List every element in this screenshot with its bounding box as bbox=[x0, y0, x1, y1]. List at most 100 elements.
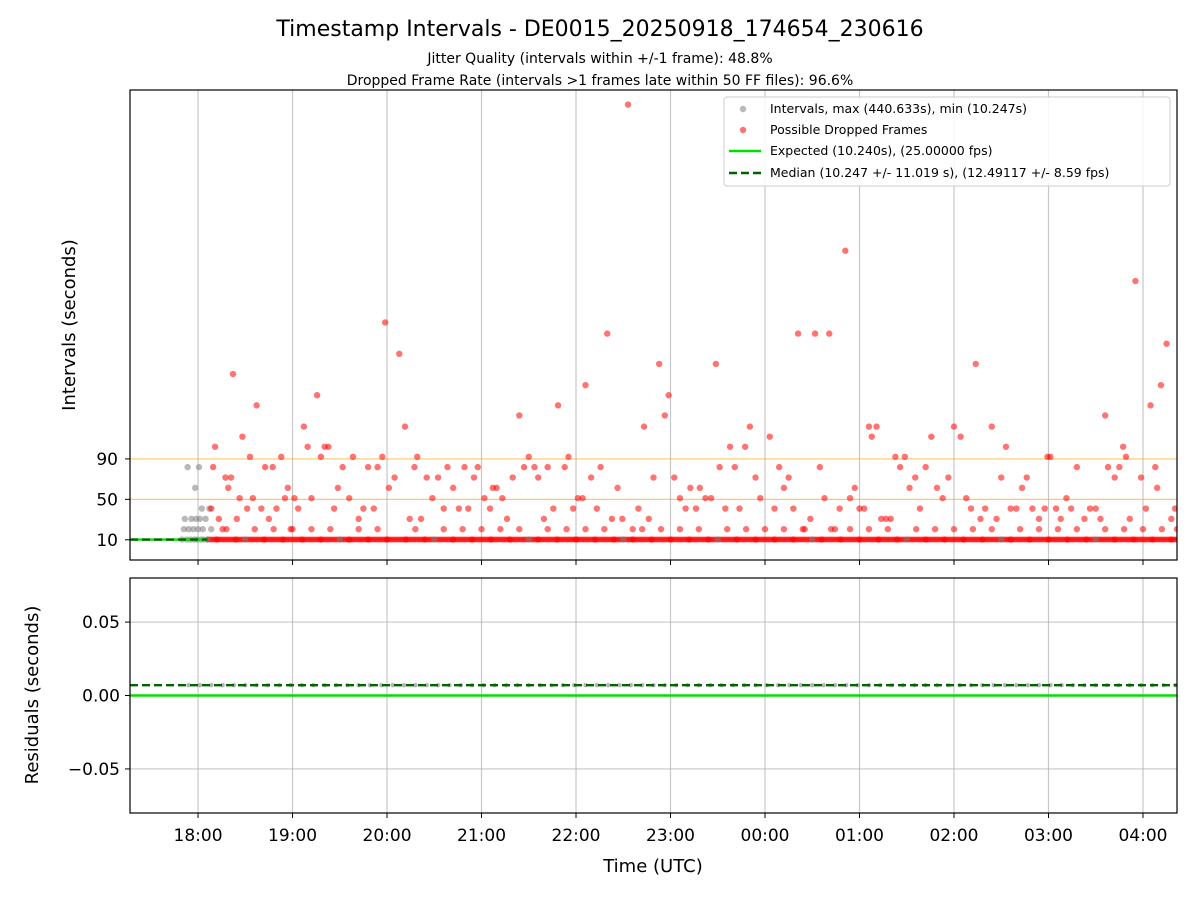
top-y-tick-label: 10 bbox=[96, 531, 118, 551]
dropped-frame-point bbox=[807, 515, 814, 523]
dropped-frame-point bbox=[757, 494, 764, 502]
dropped-frame-point bbox=[629, 536, 636, 543]
dropped-frame-point bbox=[686, 536, 693, 543]
top-y-axis-label: Intervals (seconds) bbox=[59, 239, 80, 411]
dropped-frame-point bbox=[1111, 474, 1118, 481]
residual-point bbox=[209, 683, 214, 688]
dropped-frame-point bbox=[1023, 474, 1030, 481]
dropped-frame-point bbox=[317, 536, 325, 543]
dropped-frame-point bbox=[892, 453, 899, 461]
dropped-frame-point bbox=[449, 536, 457, 543]
x-tick-label: 21:00 bbox=[457, 826, 506, 846]
dropped-frame-point bbox=[591, 536, 599, 543]
dropped-frame-point bbox=[370, 505, 377, 512]
dropped-frame-point bbox=[988, 525, 995, 533]
dropped-frame-point bbox=[346, 494, 353, 502]
dropped-frame-point bbox=[1152, 463, 1159, 471]
interval-point bbox=[620, 536, 627, 543]
x-tick-label: 02:00 bbox=[929, 826, 978, 846]
residual-point bbox=[821, 683, 826, 688]
legend: Intervals, max (440.633s), min (10.247s)… bbox=[723, 96, 1171, 187]
dropped-frame-point bbox=[1063, 494, 1070, 502]
dropped-frame-point bbox=[933, 484, 941, 492]
dropped-frame-point bbox=[470, 474, 478, 481]
dropped-frame-point bbox=[603, 330, 611, 337]
dropped-frame-point bbox=[486, 505, 494, 512]
dropped-frame-point bbox=[967, 505, 975, 512]
dropped-frame-point bbox=[478, 525, 485, 533]
dropped-frame-point bbox=[391, 474, 398, 481]
dropped-frame-point bbox=[374, 525, 381, 533]
dropped-frame-point bbox=[901, 453, 909, 461]
legend-label-expected: Expected (10.240s), (25.00000 fps) bbox=[770, 143, 992, 158]
dropped-frame-point bbox=[1026, 536, 1033, 543]
dropped-frame-point bbox=[638, 525, 646, 533]
interval-point bbox=[185, 525, 192, 533]
dropped-frame-point bbox=[1045, 536, 1052, 543]
dropped-frame-point bbox=[243, 505, 251, 512]
x-tick-label: 18:00 bbox=[174, 826, 223, 846]
residual-point bbox=[594, 683, 600, 688]
x-tick-label: 23:00 bbox=[646, 826, 695, 846]
dropped-frame-point bbox=[414, 453, 421, 461]
residuals-plot: 18:00 19:00 20:00 21:00 22:00 23:00 00:00 01:00… bbox=[68, 577, 1178, 846]
dropped-frame-point bbox=[610, 536, 618, 543]
dropped-frame-point bbox=[474, 463, 481, 471]
dropped-frame-point bbox=[846, 525, 854, 533]
dropped-frame-point bbox=[640, 423, 648, 430]
dropped-frame-point bbox=[836, 505, 843, 512]
dropped-frame-point bbox=[1057, 515, 1064, 523]
dropped-frame-point bbox=[261, 463, 269, 471]
dropped-frame-point bbox=[233, 515, 240, 523]
dropped-frame-point bbox=[724, 525, 731, 533]
residual-point bbox=[605, 683, 611, 688]
chart-subtitle-dropped: Dropped Frame Rate (intervals >1 frames … bbox=[347, 73, 854, 89]
dropped-frame-point bbox=[665, 392, 672, 399]
dropped-frame-point bbox=[1083, 536, 1090, 543]
dropped-frame-point bbox=[963, 494, 970, 502]
dropped-frame-point bbox=[468, 536, 476, 543]
dropped-frame-point bbox=[722, 505, 729, 512]
dropped-frame-point bbox=[827, 525, 835, 533]
dropped-frame-point bbox=[979, 536, 986, 543]
dropped-frame-point bbox=[587, 474, 595, 481]
dropped-frame-point bbox=[1111, 536, 1118, 543]
dropped-frame-point bbox=[381, 319, 389, 326]
dropped-frame-point bbox=[695, 525, 703, 533]
intervals-plot: 10 50 90 bbox=[96, 89, 1178, 565]
dropped-frame-point bbox=[1067, 505, 1075, 512]
dropped-frame-point bbox=[988, 423, 995, 430]
dropped-frame-point bbox=[780, 525, 788, 533]
dropped-frame-point bbox=[355, 515, 362, 523]
dropped-frame-point bbox=[269, 463, 276, 471]
dropped-frame-point bbox=[928, 433, 935, 440]
dropped-frame-point bbox=[1097, 515, 1104, 523]
dropped-frame-point bbox=[225, 484, 232, 492]
dropped-frame-point bbox=[1126, 515, 1133, 523]
dropped-frame-point bbox=[227, 474, 235, 481]
dropped-frame-point bbox=[993, 515, 1000, 523]
top-y-tick-label: 90 bbox=[96, 450, 118, 470]
dropped-frame-point bbox=[687, 484, 694, 492]
dropped-frame-point bbox=[950, 525, 958, 533]
interval-point bbox=[998, 536, 1005, 543]
dropped-frame-point bbox=[444, 463, 451, 471]
interval-point bbox=[242, 536, 249, 543]
dropped-frame-point bbox=[349, 453, 357, 461]
dropped-frame-point bbox=[499, 494, 506, 502]
chart-title: Timestamp Intervals - DE0015_20250918_17… bbox=[275, 17, 923, 42]
dropped-frame-point bbox=[1104, 463, 1112, 471]
dropped-frame-point bbox=[771, 505, 778, 512]
dropped-frame-point bbox=[298, 536, 306, 543]
dropped-frame-point bbox=[565, 453, 572, 461]
dropped-frame-point bbox=[313, 392, 321, 399]
dropped-frame-point bbox=[761, 525, 769, 533]
dropped-frame-point bbox=[1007, 505, 1014, 512]
dropped-frame-point bbox=[873, 423, 880, 430]
dropped-frame-point bbox=[671, 474, 678, 481]
top-plot-frame bbox=[129, 89, 1178, 561]
dropped-frame-point bbox=[281, 494, 289, 502]
dropped-frame-point bbox=[894, 536, 901, 543]
dropped-frame-point bbox=[741, 443, 749, 450]
interval-point bbox=[192, 484, 199, 492]
